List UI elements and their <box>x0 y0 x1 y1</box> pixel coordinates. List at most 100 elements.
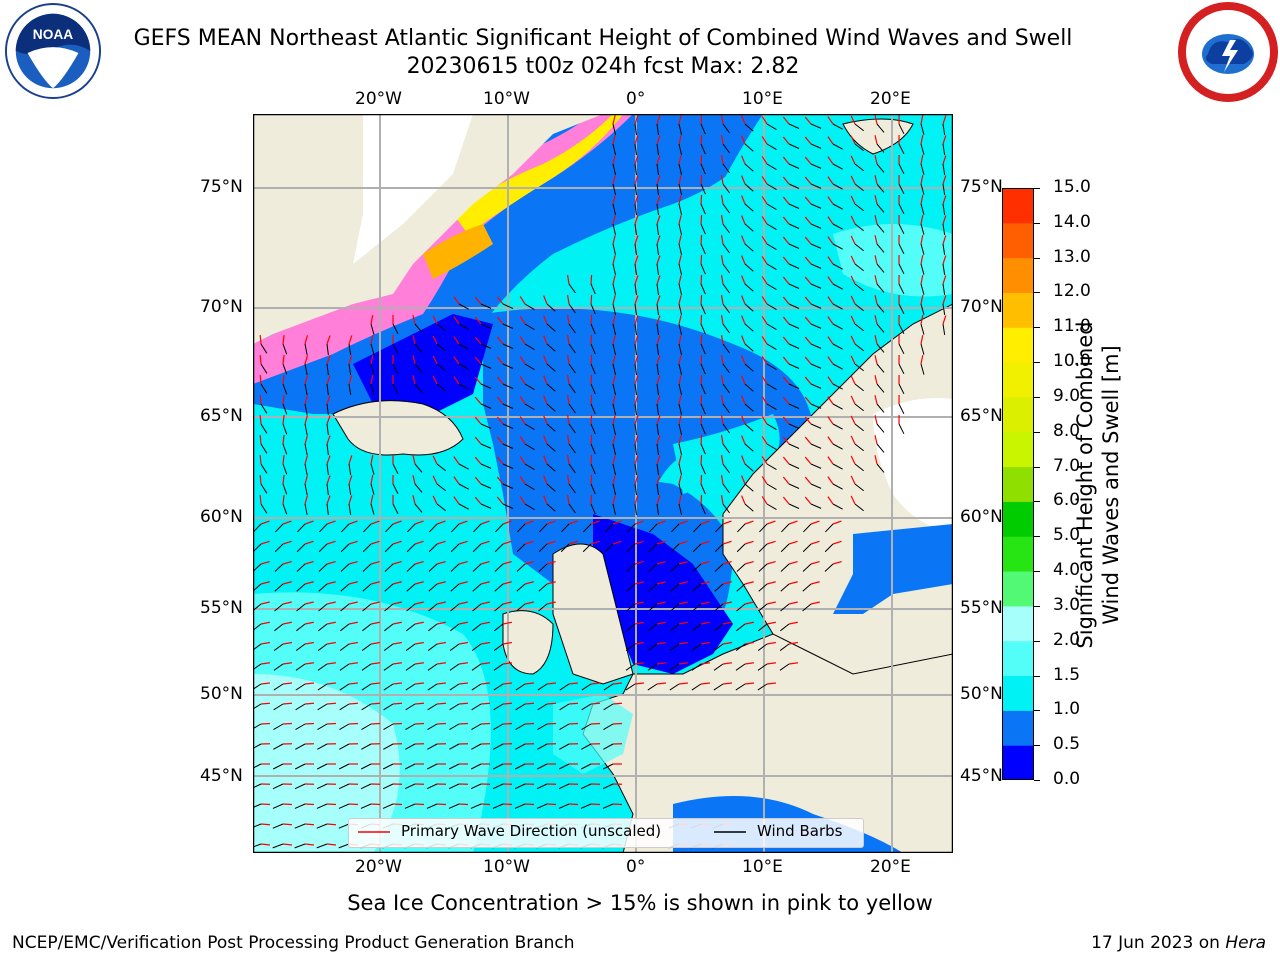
wave-direction-arrow <box>700 154 703 165</box>
wave-direction-arrow <box>567 395 570 405</box>
wave-direction-arrow <box>741 235 746 245</box>
wind-barb <box>788 323 800 329</box>
wind-barb <box>514 803 526 809</box>
wind-barb <box>898 223 905 235</box>
wave-direction-arrow <box>612 435 616 445</box>
wave-direction-arrow <box>942 315 947 325</box>
wind-barb <box>273 743 284 750</box>
wave-direction-arrow <box>304 415 309 425</box>
wave-direction-arrow <box>827 296 834 305</box>
wind-barb <box>678 263 683 275</box>
wind-barb <box>590 483 596 495</box>
wave-direction-arrow <box>634 560 644 565</box>
wave-direction-arrow <box>810 520 820 525</box>
wave-direction-arrow <box>942 155 947 165</box>
colorbar-tick-label: 5.0 <box>1053 525 1081 546</box>
wind-barb <box>854 263 864 272</box>
wind-barb <box>744 143 754 152</box>
wind-barb <box>361 643 372 651</box>
wave-direction-arrow <box>590 474 593 485</box>
wave-direction-arrow <box>348 722 359 725</box>
wave-direction-arrow <box>720 495 724 505</box>
wave-direction-arrow <box>568 803 579 806</box>
wave-direction-arrow <box>502 540 512 545</box>
wind-barb <box>524 443 535 451</box>
wave-direction-arrow <box>496 456 504 465</box>
wind-barb <box>360 803 372 809</box>
wind-barb <box>470 803 482 809</box>
wave-direction-arrow <box>260 641 270 645</box>
wave-direction-arrow <box>827 196 834 205</box>
wind-barb <box>788 183 800 189</box>
wave-direction-arrow <box>326 722 337 725</box>
wind-barb <box>634 143 637 155</box>
wave-direction-arrow <box>678 155 682 165</box>
wave-direction-arrow <box>741 295 746 305</box>
wind-barb <box>494 583 504 592</box>
wave-direction-arrow <box>432 495 438 505</box>
wave-direction-arrow <box>827 116 834 125</box>
wave-direction-arrow <box>282 662 292 665</box>
wind-barb <box>558 783 570 790</box>
wind-barb <box>318 603 328 612</box>
wind-barb <box>296 623 306 632</box>
wave-direction-arrow <box>519 496 526 505</box>
wave-direction-arrow <box>612 702 623 705</box>
wind-barb <box>524 323 535 331</box>
wind-barb <box>427 683 438 691</box>
wind-barb <box>493 703 504 711</box>
lat-label-right: 45°N <box>960 766 1003 786</box>
wave-direction-arrow <box>720 335 724 345</box>
wave-direction-arrow <box>370 581 380 585</box>
wind-barb <box>802 603 812 612</box>
wind-barb <box>854 163 864 172</box>
wave-direction-arrow <box>458 581 468 585</box>
lat-label-left: 75°N <box>200 177 243 197</box>
wave-direction-arrow <box>259 334 262 345</box>
wave-direction-arrow <box>678 641 688 645</box>
wind-barb <box>338 823 350 829</box>
wind-barb <box>854 463 864 472</box>
wave-direction-arrow <box>920 295 924 305</box>
wind-barb <box>260 423 268 434</box>
lon-label-top: 10°W <box>483 89 530 109</box>
wave-direction-arrow <box>678 355 682 365</box>
wave-direction-arrow <box>259 454 262 465</box>
wave-direction-arrow <box>874 195 878 205</box>
wave-direction-arrow <box>804 476 812 485</box>
wind-barb <box>625 643 636 651</box>
wind-barb <box>538 603 548 612</box>
wind-barb <box>383 643 394 651</box>
colorbar-tick-mark <box>1034 257 1040 259</box>
wave-direction-arrow <box>519 356 526 365</box>
wind-barb <box>634 263 637 275</box>
wind-barb <box>260 363 268 374</box>
lon-label-bottom: 20°E <box>870 857 911 877</box>
colorbar-tick-mark <box>1034 605 1040 607</box>
wave-direction-arrow <box>304 823 315 826</box>
wave-direction-arrow <box>741 215 746 225</box>
wave-direction-arrow <box>458 520 468 525</box>
wind-barb <box>495 523 504 533</box>
wind-barb <box>700 423 706 435</box>
wave-direction-arrow <box>920 175 924 185</box>
wind-barb <box>272 783 284 790</box>
wind-barb <box>942 203 946 215</box>
wave-direction-arrow <box>782 276 790 285</box>
wave-direction-arrow <box>656 155 661 165</box>
wind-barb <box>471 643 482 651</box>
wind-barb <box>678 323 683 335</box>
wave-direction-arrow <box>720 455 724 465</box>
lat-label-right: 60°N <box>960 507 1003 527</box>
wind-barb <box>406 563 416 572</box>
wind-barb <box>536 763 548 770</box>
wind-barb <box>383 723 394 730</box>
wind-barb <box>480 303 492 309</box>
wind-barb <box>282 383 288 395</box>
wind-barb <box>722 503 730 514</box>
wave-direction-arrow <box>782 296 790 305</box>
wave-direction-arrow <box>370 662 380 665</box>
wind-barb <box>383 683 394 691</box>
wind-barb <box>450 603 460 612</box>
wind-barb <box>898 183 905 195</box>
